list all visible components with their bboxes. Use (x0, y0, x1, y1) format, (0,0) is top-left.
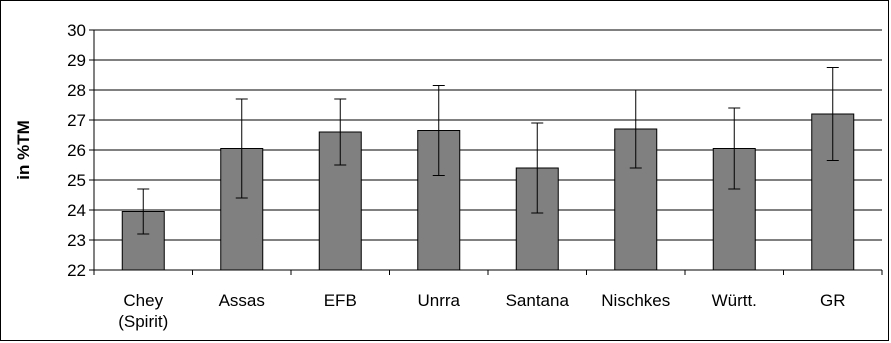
y-tick-label: 23 (67, 231, 86, 250)
x-tick-label: (Spirit) (118, 312, 168, 331)
y-tick-label: 25 (67, 171, 86, 190)
y-tick-label: 22 (67, 261, 86, 280)
x-tick-label: EFB (324, 291, 357, 310)
y-tick-label: 26 (67, 141, 86, 160)
y-tick-label: 30 (67, 21, 86, 40)
y-axis-title: in %TM (14, 120, 33, 180)
x-tick-label: GR (820, 291, 846, 310)
x-tick-label: Assas (219, 291, 265, 310)
x-tick-label: Nischkes (601, 291, 670, 310)
y-tick-label: 28 (67, 81, 86, 100)
y-tick-label: 24 (67, 201, 86, 220)
y-tick-label: 29 (67, 51, 86, 70)
x-tick-label: Chey (123, 291, 163, 310)
x-tick-label: Unrra (417, 291, 460, 310)
x-tick-label: Württ. (712, 291, 757, 310)
y-tick-label: 27 (67, 111, 86, 130)
x-tick-label: Santana (506, 291, 570, 310)
